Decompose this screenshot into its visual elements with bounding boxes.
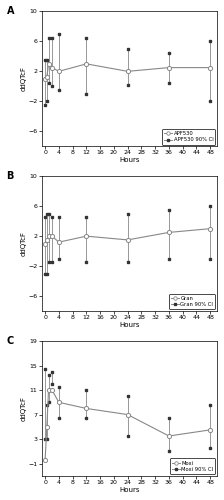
Legend: APF530, APF530 90% CI: APF530, APF530 90% CI [162,129,215,144]
X-axis label: Hours: Hours [119,158,140,164]
Text: C: C [6,336,14,345]
X-axis label: Hours: Hours [119,487,140,493]
Y-axis label: ddQTcF: ddQTcF [20,396,26,421]
Y-axis label: ddQTcF: ddQTcF [20,66,26,92]
Legend: Moxi, Moxi 90% CI: Moxi, Moxi 90% CI [170,458,215,474]
X-axis label: Hours: Hours [119,322,140,328]
Legend: Gran, Gran 90% CI: Gran, Gran 90% CI [169,294,215,310]
Y-axis label: ddQTcF: ddQTcF [20,231,26,256]
Text: B: B [6,171,14,181]
Text: A: A [6,6,14,16]
